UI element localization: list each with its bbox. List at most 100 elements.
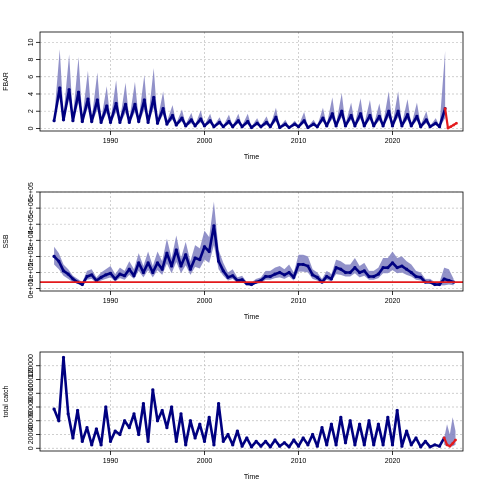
data-point: [226, 275, 230, 279]
data-point: [123, 102, 128, 106]
data-point: [85, 274, 89, 279]
data-point: [249, 125, 254, 130]
data-point: [283, 122, 287, 126]
data-point: [90, 273, 94, 277]
data-point: [428, 445, 432, 449]
data-point: [99, 443, 103, 447]
data-point: [419, 125, 423, 129]
data-point: [273, 272, 277, 276]
data-point: [282, 441, 286, 445]
data-point: [320, 426, 324, 430]
data-point: [170, 264, 174, 268]
data-point: [174, 248, 178, 252]
data-point: [400, 444, 404, 448]
data-point: [198, 422, 202, 426]
y-tick-label: 40000: [28, 411, 35, 431]
data-point: [161, 107, 165, 111]
data-point: [372, 274, 376, 279]
data-point: [433, 443, 437, 447]
data-point: [362, 269, 366, 273]
series-points-median: [52, 86, 447, 130]
data-point: [207, 415, 211, 419]
data-point: [329, 422, 333, 426]
series-line-median: [52, 86, 447, 129]
data-point: [231, 443, 235, 447]
data-point: [174, 123, 178, 127]
data-point: [66, 412, 70, 416]
data-point: [160, 267, 164, 271]
data-point: [132, 274, 136, 278]
x-axis-title: Time: [244, 474, 259, 480]
data-point: [208, 119, 212, 123]
data-point: [348, 419, 352, 423]
data-point: [231, 125, 235, 129]
data-point: [437, 125, 442, 129]
data-point: [108, 439, 113, 443]
data-point: [94, 427, 98, 431]
y-tick-label: 10: [28, 38, 35, 46]
data-point: [57, 419, 61, 423]
data-point: [141, 401, 145, 406]
series-line-median: [52, 356, 446, 449]
data-point: [282, 273, 286, 277]
data-point: [452, 123, 455, 127]
data-point: [127, 267, 131, 271]
data-point: [137, 432, 141, 437]
data-point: [71, 436, 75, 440]
data-point: [358, 112, 363, 116]
data-point: [142, 98, 146, 102]
data-point: [80, 119, 84, 124]
data-point: [278, 270, 282, 275]
data-point: [414, 274, 418, 279]
data-point: [240, 125, 244, 129]
data-point: [180, 116, 184, 120]
data-point: [221, 439, 225, 443]
data-point: [259, 444, 263, 448]
data-point: [273, 438, 277, 442]
data-point: [353, 124, 357, 128]
y-tick-label: 3e+05: [28, 230, 35, 250]
data-point: [202, 124, 207, 128]
data-point: [292, 438, 296, 442]
data-point: [170, 113, 175, 118]
data-point: [240, 278, 244, 282]
data-point: [321, 116, 325, 120]
data-point: [268, 274, 272, 279]
data-point: [442, 436, 446, 440]
data-point: [428, 125, 432, 129]
data-point: [240, 444, 244, 448]
data-point: [396, 109, 400, 113]
series-band-uncertainty-band: [54, 201, 454, 287]
data-point: [315, 444, 319, 448]
data-point: [287, 445, 291, 449]
data-point: [123, 274, 127, 278]
data-point: [268, 445, 272, 449]
data-point: [212, 125, 216, 129]
data-point: [80, 282, 84, 287]
x-tick-label: 2020: [385, 298, 401, 305]
data-point: [212, 224, 216, 228]
data-point: [207, 249, 211, 254]
data-point: [52, 254, 56, 258]
data-point: [217, 401, 221, 406]
data-point: [415, 114, 419, 118]
data-point: [151, 270, 155, 275]
data-point: [170, 405, 174, 409]
data-point: [90, 443, 94, 447]
data-point: [362, 124, 366, 128]
data-point: [343, 270, 348, 275]
data-point: [395, 408, 399, 413]
data-point: [123, 419, 127, 423]
x-tick-label: 2010: [291, 298, 307, 305]
data-point: [443, 107, 447, 111]
data-point: [315, 275, 319, 279]
data-point: [434, 121, 438, 125]
data-point: [264, 274, 268, 279]
y-tick-label: 2e+05: [28, 246, 35, 266]
data-point: [353, 443, 357, 447]
data-point: [155, 261, 160, 265]
data-point: [381, 443, 385, 447]
data-point: [188, 267, 192, 271]
data-point: [395, 266, 399, 270]
